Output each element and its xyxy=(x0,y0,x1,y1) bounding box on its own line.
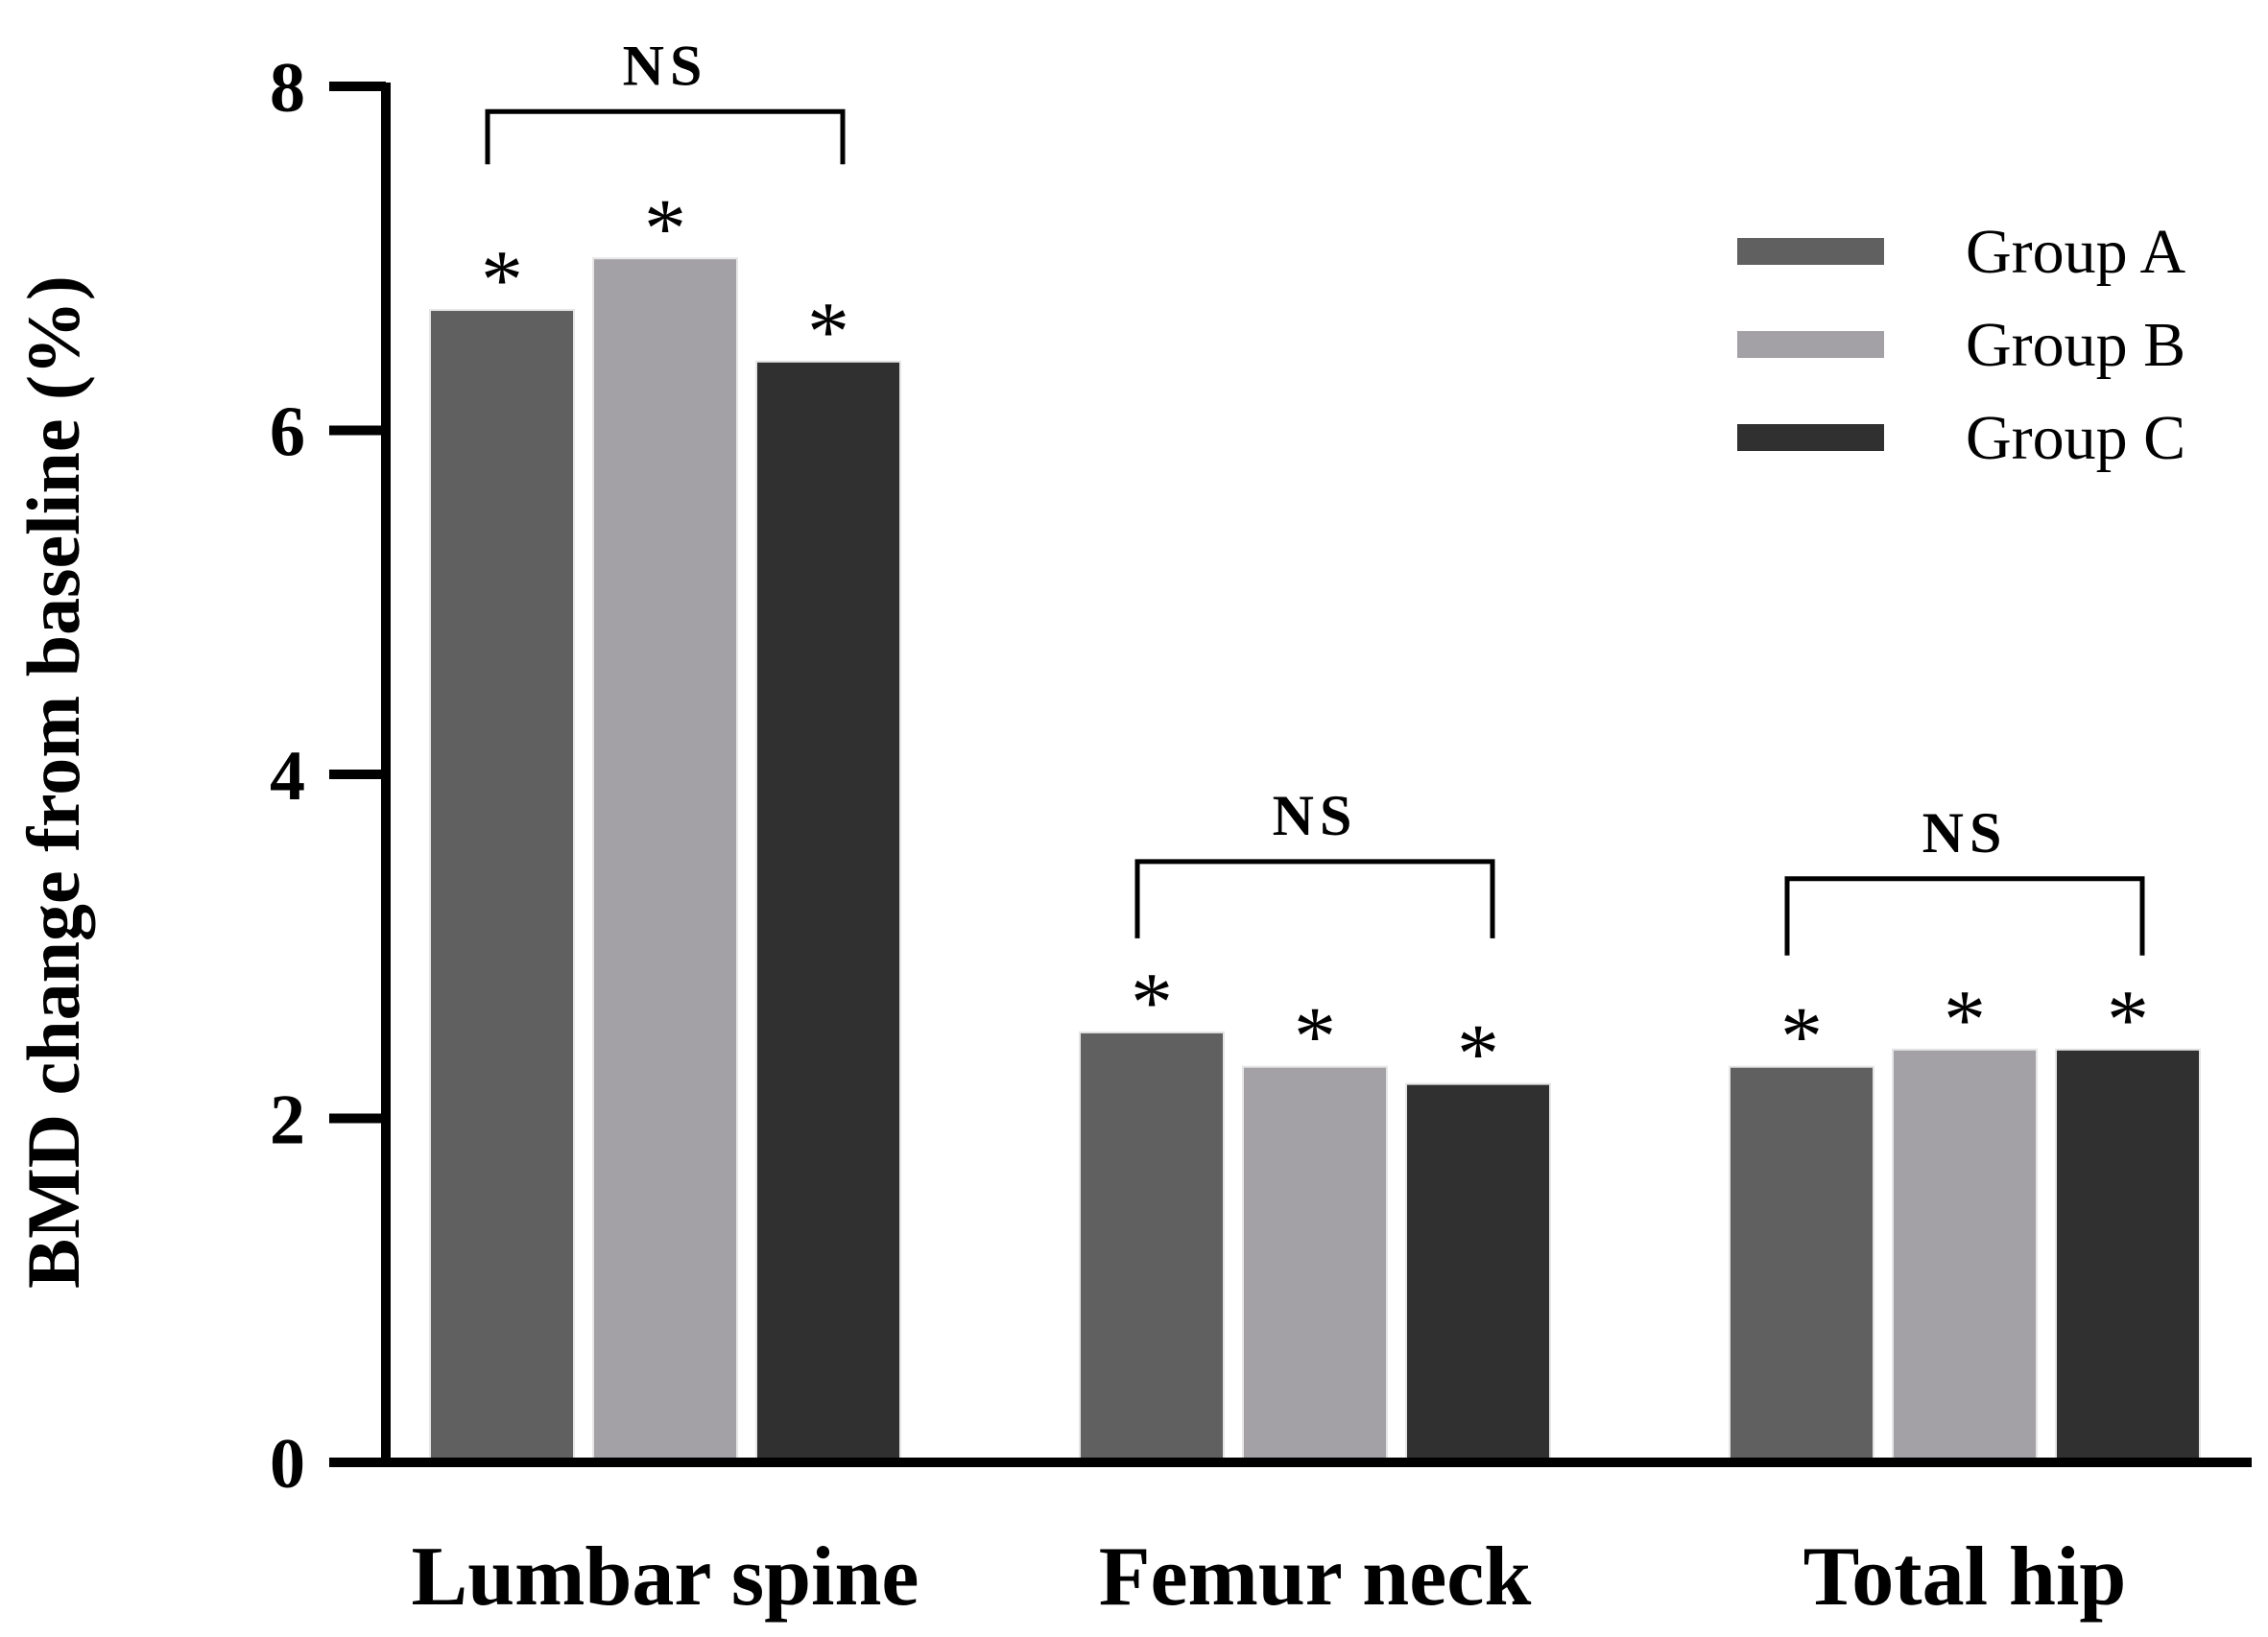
legend-label: Group A xyxy=(1966,217,2186,287)
y-ticks: 0 2 4 6 8 xyxy=(270,49,386,1504)
y-tick-label: 4 xyxy=(270,737,305,816)
significance-star: * xyxy=(1944,974,1986,1067)
y-tick-label: 8 xyxy=(270,49,305,128)
x-category-labels: Lumbar spine Femur neck Total hip xyxy=(412,1530,2127,1624)
ns-label: NS xyxy=(1922,801,2008,865)
x-category-label: Total hip xyxy=(1803,1530,2127,1624)
ns-brackets: NS NS NS xyxy=(485,34,2145,956)
x-category-label: Femur neck xyxy=(1099,1530,1532,1624)
bar-femur-neck-group-c xyxy=(1405,1082,1551,1464)
significance-star: * xyxy=(481,234,523,327)
significance-star: * xyxy=(807,286,849,379)
x-category-label: Lumbar spine xyxy=(412,1530,919,1624)
ns-bracket xyxy=(1134,859,1495,938)
bar-total-hip-group-a xyxy=(1729,1065,1874,1463)
ns-bracket xyxy=(1784,876,2145,956)
bar-lumbar-spine-group-b xyxy=(592,257,738,1463)
bar-lumbar-spine-group-c xyxy=(755,360,901,1463)
y-tick-label: 2 xyxy=(270,1081,305,1160)
significance-star: * xyxy=(1294,991,1336,1084)
bar-lumbar-spine-group-a xyxy=(429,309,575,1463)
ns-bracket xyxy=(485,108,846,165)
significance-star: * xyxy=(1457,1008,1499,1102)
significance-star: * xyxy=(2107,974,2149,1067)
ns-label: NS xyxy=(1273,784,1358,847)
legend-swatch xyxy=(1737,331,1884,358)
legend: Group A Group B Group C xyxy=(1737,217,2186,473)
bar-total-hip-group-b xyxy=(1892,1048,2038,1464)
y-tick-label: 0 xyxy=(270,1425,305,1504)
bar-total-hip-group-c xyxy=(2055,1048,2201,1464)
significance-star: * xyxy=(644,182,686,275)
significance-stars: * * * * * * * * * xyxy=(481,182,2149,1101)
significance-star: * xyxy=(1131,957,1173,1050)
ns-label: NS xyxy=(623,34,708,97)
legend-swatch xyxy=(1737,424,1884,451)
bar-femur-neck-group-a xyxy=(1079,1031,1225,1463)
bars-layer xyxy=(429,257,2201,1464)
bar-femur-neck-group-b xyxy=(1242,1065,1388,1463)
legend-swatch xyxy=(1737,238,1884,265)
legend-label: Group B xyxy=(1966,310,2185,380)
y-tick-label: 6 xyxy=(270,393,305,472)
significance-star: * xyxy=(1780,991,1823,1084)
legend-label: Group C xyxy=(1966,403,2185,473)
y-axis-title: BMD change from baseline (%) xyxy=(12,275,95,1289)
